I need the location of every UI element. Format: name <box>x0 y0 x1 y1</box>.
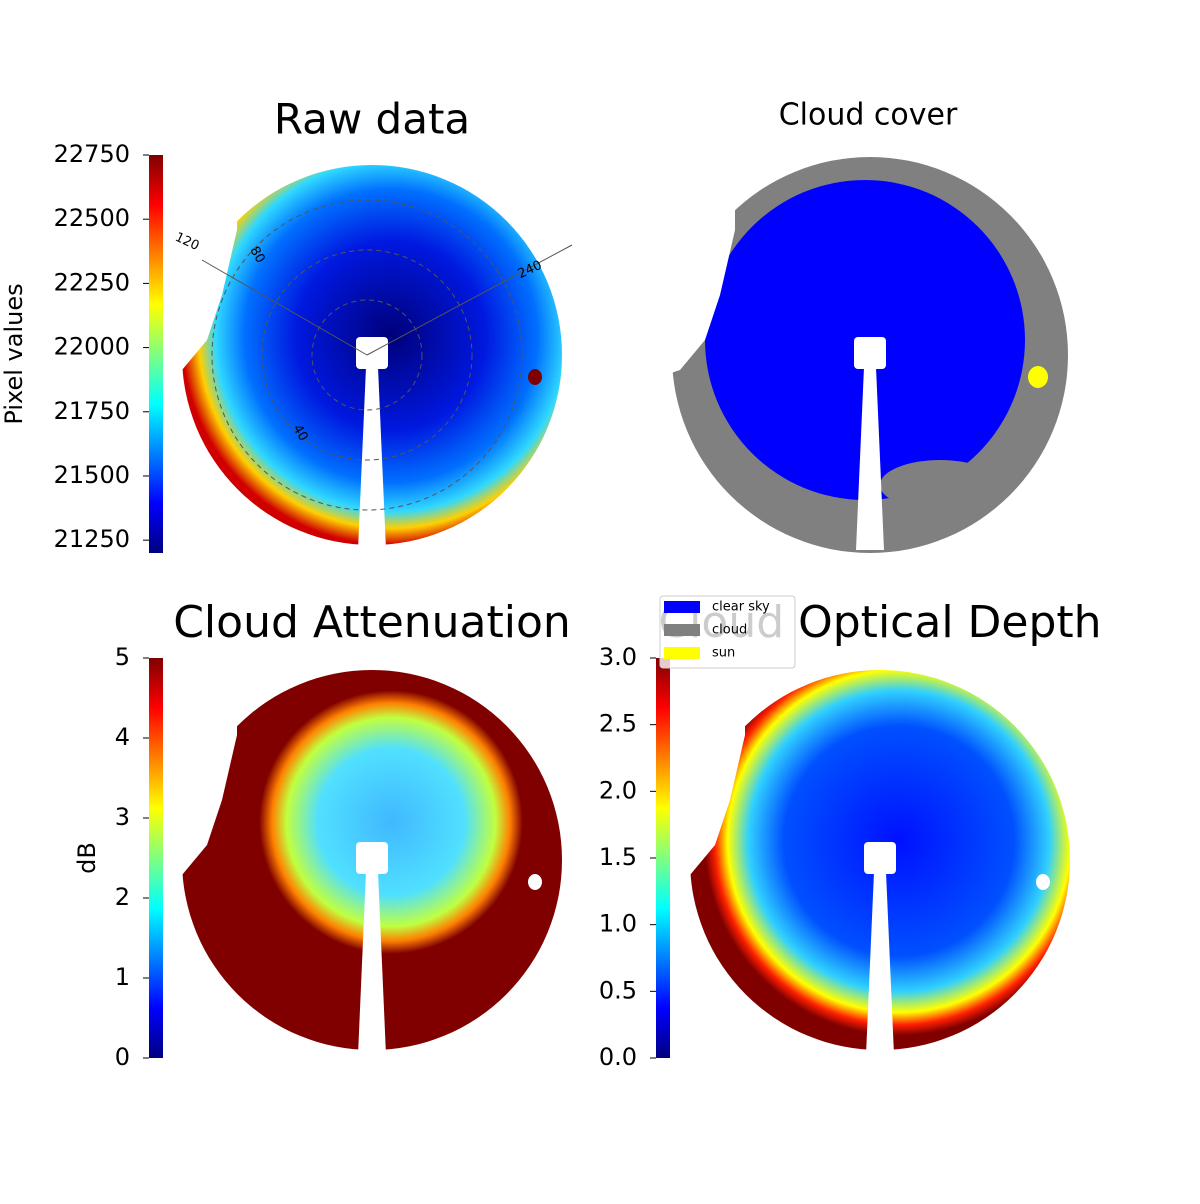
colorbar-tick-label: 22000 <box>54 333 130 361</box>
camera-arm <box>358 367 386 550</box>
camera-arm <box>856 367 884 550</box>
colorbar-tick-label: 0 <box>115 1043 130 1071</box>
colorbar-tick-label: 22500 <box>54 204 130 232</box>
polar-ring <box>261 249 473 461</box>
legend-swatch <box>664 647 700 659</box>
panel-title: Cloud Attenuation <box>173 597 571 648</box>
mask <box>167 655 237 880</box>
camera-arm <box>356 337 388 369</box>
colorbar <box>656 658 670 1058</box>
colorbar-tick-label: 0.5 <box>599 976 637 1004</box>
camera-arm <box>356 842 388 874</box>
colorbar <box>149 658 163 1058</box>
polar-spoke <box>201 259 368 356</box>
colorbar-tick-label: 21750 <box>54 397 130 425</box>
polar-label: 40 <box>289 422 310 444</box>
colorbar <box>149 155 163 553</box>
legend-label: cloud <box>712 623 747 638</box>
colorbar-tick-label: 21500 <box>54 461 130 489</box>
camera-arm <box>854 337 886 369</box>
panel-title: Cloud cover <box>779 98 958 133</box>
colorbar-tick-label: 1.0 <box>599 910 637 938</box>
polar-ring <box>311 299 423 411</box>
panel-title: Raw data <box>274 95 470 144</box>
colorbar-label: Pixel values <box>0 283 28 424</box>
legend-label: sun <box>712 646 735 661</box>
colorbar-tick-label: 22250 <box>54 268 130 296</box>
colorbar-tick-label: 3.0 <box>599 643 637 671</box>
legend-swatch <box>664 601 700 613</box>
cloud-region <box>880 460 1000 510</box>
mask <box>167 150 237 375</box>
sun-spot <box>528 874 542 890</box>
colorbar-tick-label: 0.0 <box>599 1043 637 1071</box>
colorbar-tick-label: 21250 <box>54 525 130 553</box>
legend-label: clear sky <box>712 600 770 615</box>
sun-region <box>1028 366 1048 388</box>
colorbar-tick-label: 2.0 <box>599 776 637 804</box>
camera-arm <box>358 872 386 1055</box>
colorbar-tick-label: 22750 <box>54 140 130 168</box>
sun-spot <box>528 369 542 385</box>
sun-spot <box>1036 874 1050 890</box>
polar-label: 80 <box>246 244 267 266</box>
colorbar-tick-label: 1 <box>115 963 130 991</box>
colorbar-label: dB <box>73 842 101 874</box>
legend-swatch <box>664 624 700 636</box>
colorbar-tick-label: 4 <box>115 723 130 751</box>
camera-arm <box>864 842 896 874</box>
colorbar-tick-label: 2 <box>115 883 130 911</box>
colorbar-tick-label: 1.5 <box>599 843 637 871</box>
mask <box>665 150 735 375</box>
colorbar-tick-label: 3 <box>115 803 130 831</box>
mask <box>675 655 745 880</box>
colorbar-tick-label: 2.5 <box>599 710 637 738</box>
polar-ring <box>211 199 523 511</box>
colorbar-tick-label: 5 <box>115 643 130 671</box>
camera-arm <box>866 872 894 1055</box>
polar-spoke <box>366 244 573 356</box>
